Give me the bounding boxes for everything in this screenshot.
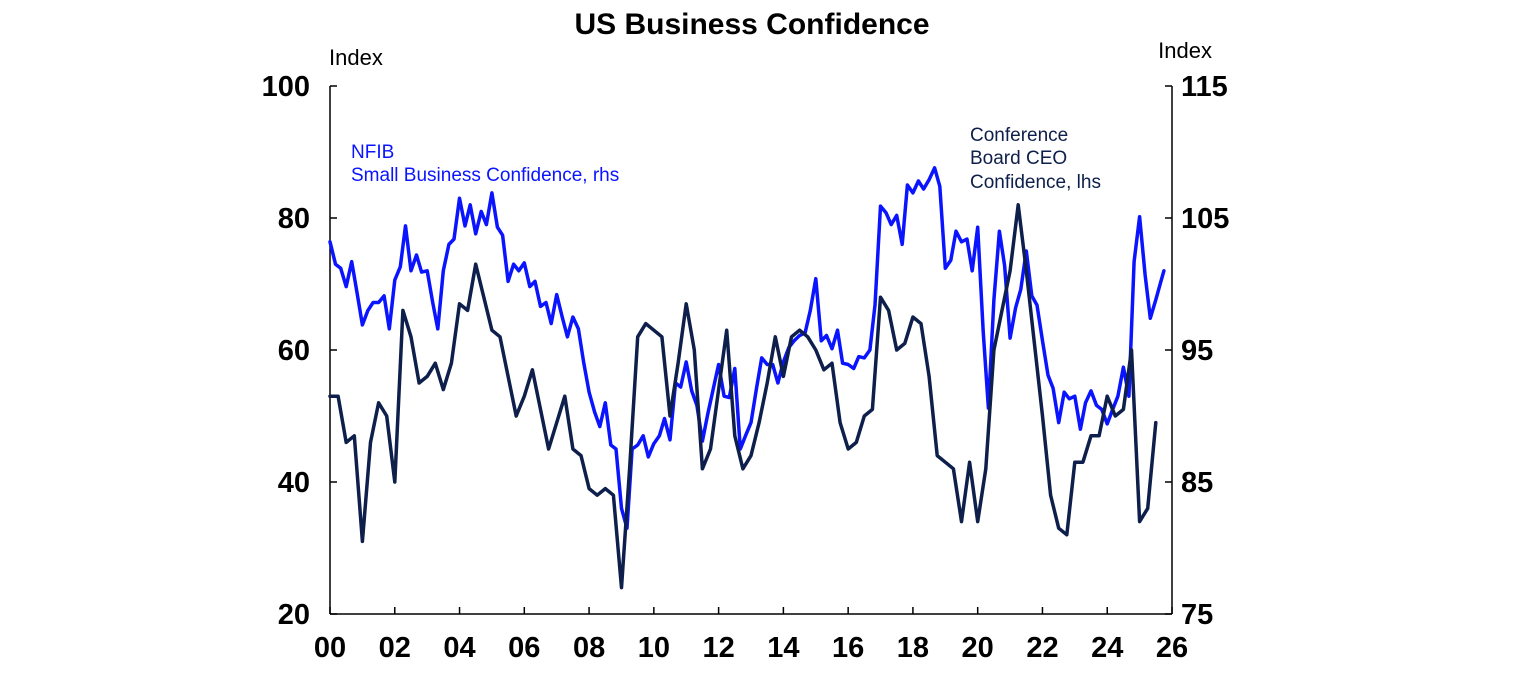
ceo-label-line-3: Confidence, lhs	[970, 172, 1101, 193]
nfib-label-line-2: Small Business Confidence, rhs	[351, 165, 619, 186]
left-tick-label: 60	[278, 335, 310, 367]
x-tick-label: 06	[508, 632, 540, 664]
x-tick-label: 08	[573, 632, 605, 664]
right-tick-label: 105	[1181, 203, 1229, 235]
x-axis-ticks: 00 02 04 06 08 10 12 14 16 18 20 22 24 26	[314, 607, 1188, 664]
ceo-label-line-1: Conference	[970, 125, 1068, 146]
x-tick-label: 14	[767, 632, 799, 664]
x-tick-label: 04	[443, 632, 475, 664]
x-tick-label: 00	[314, 632, 346, 664]
x-tick-label: 02	[379, 632, 411, 664]
left-tick-label: 80	[278, 203, 310, 235]
x-tick-label: 12	[702, 632, 734, 664]
ceo-label-line-2: Board CEO	[970, 148, 1067, 169]
left-axis-ticks: 20 40 60 80 100	[262, 71, 337, 631]
right-tick-label: 115	[1181, 71, 1228, 103]
nfib-label-line-1: NFIB	[351, 142, 394, 163]
right-tick-label: 75	[1181, 599, 1213, 631]
right-axis-unit-label: Index	[1158, 38, 1212, 63]
x-tick-label: 16	[832, 632, 864, 664]
x-tick-label: 18	[897, 632, 929, 664]
x-tick-label: 26	[1156, 632, 1188, 664]
right-tick-label: 95	[1181, 335, 1213, 367]
ceo-confidence-line	[328, 203, 1158, 590]
series-layer	[328, 166, 1166, 590]
chart-title: US Business Confidence	[574, 8, 929, 41]
ceo-series-label: Conference Board CEO Confidence, lhs	[970, 125, 1101, 193]
right-axis-ticks: 75 85 95 105 115	[1165, 71, 1229, 631]
x-tick-label: 10	[638, 632, 670, 664]
x-tick-label: 24	[1091, 632, 1123, 664]
x-tick-label: 20	[962, 632, 994, 664]
left-axis-unit-label: Index	[329, 45, 383, 70]
left-tick-label: 100	[262, 71, 310, 103]
nfib-series-label: NFIB Small Business Confidence, rhs	[351, 142, 619, 186]
left-tick-label: 40	[278, 467, 310, 499]
nfib-confidence-line	[328, 166, 1166, 530]
right-tick-label: 85	[1181, 467, 1213, 499]
x-tick-label: 22	[1026, 632, 1058, 664]
left-tick-label: 20	[278, 599, 310, 631]
